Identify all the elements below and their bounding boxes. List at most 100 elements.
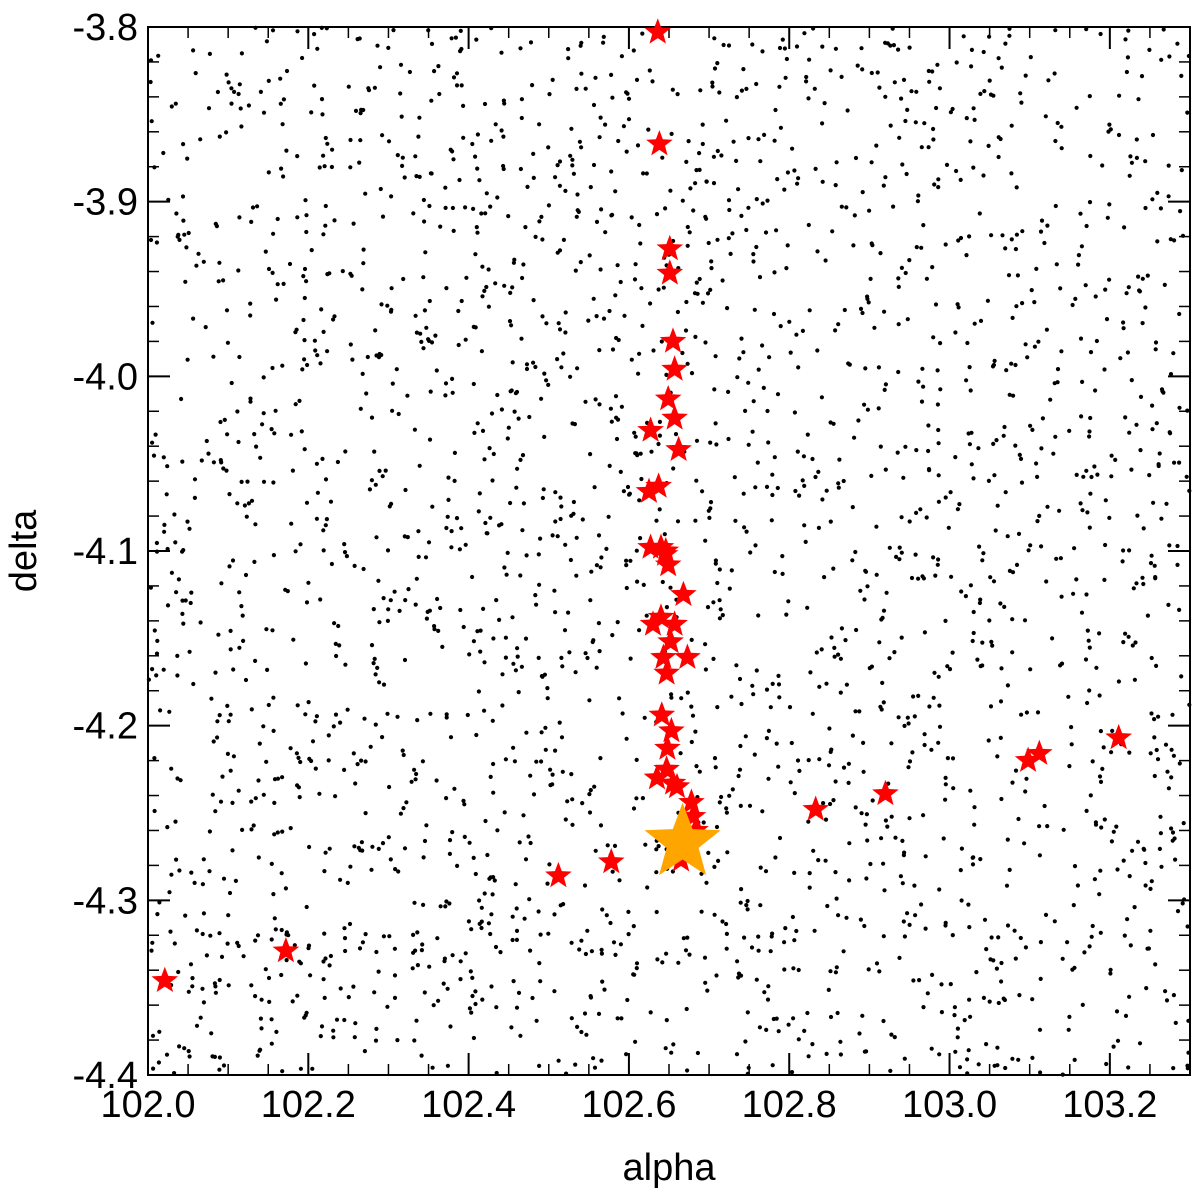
field-dot xyxy=(462,834,467,840)
field-dot xyxy=(1143,159,1148,164)
field-dot xyxy=(487,446,492,451)
field-dot xyxy=(806,222,811,228)
field-dot xyxy=(1127,173,1132,178)
field-dot xyxy=(881,861,886,866)
field-dot xyxy=(513,882,518,887)
field-dot xyxy=(530,83,535,88)
field-dot xyxy=(428,711,433,716)
field-dot xyxy=(157,900,162,905)
field-dot xyxy=(1036,339,1041,344)
field-dot xyxy=(364,391,369,396)
field-dot xyxy=(540,237,545,242)
field-dot xyxy=(800,478,805,483)
field-dot xyxy=(643,842,648,847)
field-dot xyxy=(1002,604,1007,610)
field-dot xyxy=(348,864,353,869)
field-dot xyxy=(632,430,637,435)
field-dot xyxy=(1148,561,1154,566)
field-dot xyxy=(1177,311,1182,317)
field-dot xyxy=(939,982,944,987)
field-dot xyxy=(903,270,908,276)
field-dot xyxy=(164,492,169,497)
field-dot xyxy=(531,360,536,365)
field-dot xyxy=(709,259,714,264)
field-dot xyxy=(1141,526,1146,531)
y-tick-label: -4.2 xyxy=(73,706,138,748)
field-dot xyxy=(570,822,575,827)
field-dot xyxy=(1088,350,1094,355)
field-dot xyxy=(451,228,456,233)
field-dot xyxy=(580,517,585,522)
field-dot xyxy=(516,416,521,421)
field-dot xyxy=(1103,542,1108,548)
field-dot xyxy=(702,955,708,960)
field-dot xyxy=(188,600,193,606)
field-dot xyxy=(519,97,525,102)
field-dot xyxy=(415,718,420,723)
field-dot xyxy=(1121,548,1126,553)
field-dot xyxy=(484,531,489,536)
field-dot xyxy=(1149,879,1154,884)
field-dot xyxy=(1037,824,1042,829)
field-dot xyxy=(1085,510,1090,515)
field-dot xyxy=(711,154,717,159)
field-dot xyxy=(613,189,618,194)
field-dot xyxy=(355,762,360,767)
field-dot xyxy=(514,906,519,911)
field-dot xyxy=(615,417,621,422)
field-dot xyxy=(937,887,942,892)
field-dot xyxy=(772,270,777,275)
field-dot xyxy=(786,1022,791,1027)
field-dot xyxy=(236,439,241,445)
field-dot xyxy=(1028,667,1033,672)
member-star xyxy=(643,764,671,790)
field-dot xyxy=(553,175,558,180)
field-dot xyxy=(314,516,319,521)
field-dot xyxy=(659,339,664,344)
field-dot xyxy=(559,735,565,740)
field-dot xyxy=(321,232,326,237)
field-dot xyxy=(533,593,538,598)
field-dot xyxy=(1104,1061,1109,1067)
field-dot xyxy=(473,1001,478,1007)
field-dot xyxy=(624,563,629,568)
field-dot xyxy=(444,715,449,720)
field-dot xyxy=(488,774,493,780)
field-dot xyxy=(258,89,263,94)
field-dot xyxy=(486,921,491,926)
field-dot xyxy=(196,251,201,256)
field-dot xyxy=(774,1016,779,1021)
field-dot xyxy=(376,578,381,583)
field-dot xyxy=(412,1038,417,1043)
field-dot xyxy=(615,620,620,625)
field-dot xyxy=(876,406,881,411)
field-dot xyxy=(833,46,839,51)
field-dot xyxy=(1003,41,1008,46)
field-dot xyxy=(1130,643,1135,648)
field-dot xyxy=(754,81,759,87)
field-dot xyxy=(1098,729,1103,734)
field-dot xyxy=(395,153,400,158)
field-dot xyxy=(833,328,838,333)
field-dot xyxy=(258,1047,263,1052)
field-dot xyxy=(597,649,602,654)
field-dot xyxy=(859,811,864,816)
field-dot xyxy=(1042,803,1047,809)
field-dot xyxy=(847,362,852,367)
field-dot xyxy=(738,743,743,749)
field-dot xyxy=(1009,123,1014,128)
field-dot xyxy=(485,852,490,858)
field-dot xyxy=(206,106,212,111)
field-dot xyxy=(304,500,310,505)
field-dot xyxy=(671,466,676,471)
field-dot xyxy=(293,402,298,407)
field-dot xyxy=(1175,543,1180,549)
field-dot xyxy=(575,192,580,197)
field-dot xyxy=(978,857,983,862)
field-dot xyxy=(1030,997,1035,1002)
field-dot xyxy=(620,711,625,716)
field-dot xyxy=(272,916,277,921)
field-dot xyxy=(185,519,190,524)
field-dot xyxy=(295,703,300,708)
field-dot xyxy=(1034,266,1039,271)
